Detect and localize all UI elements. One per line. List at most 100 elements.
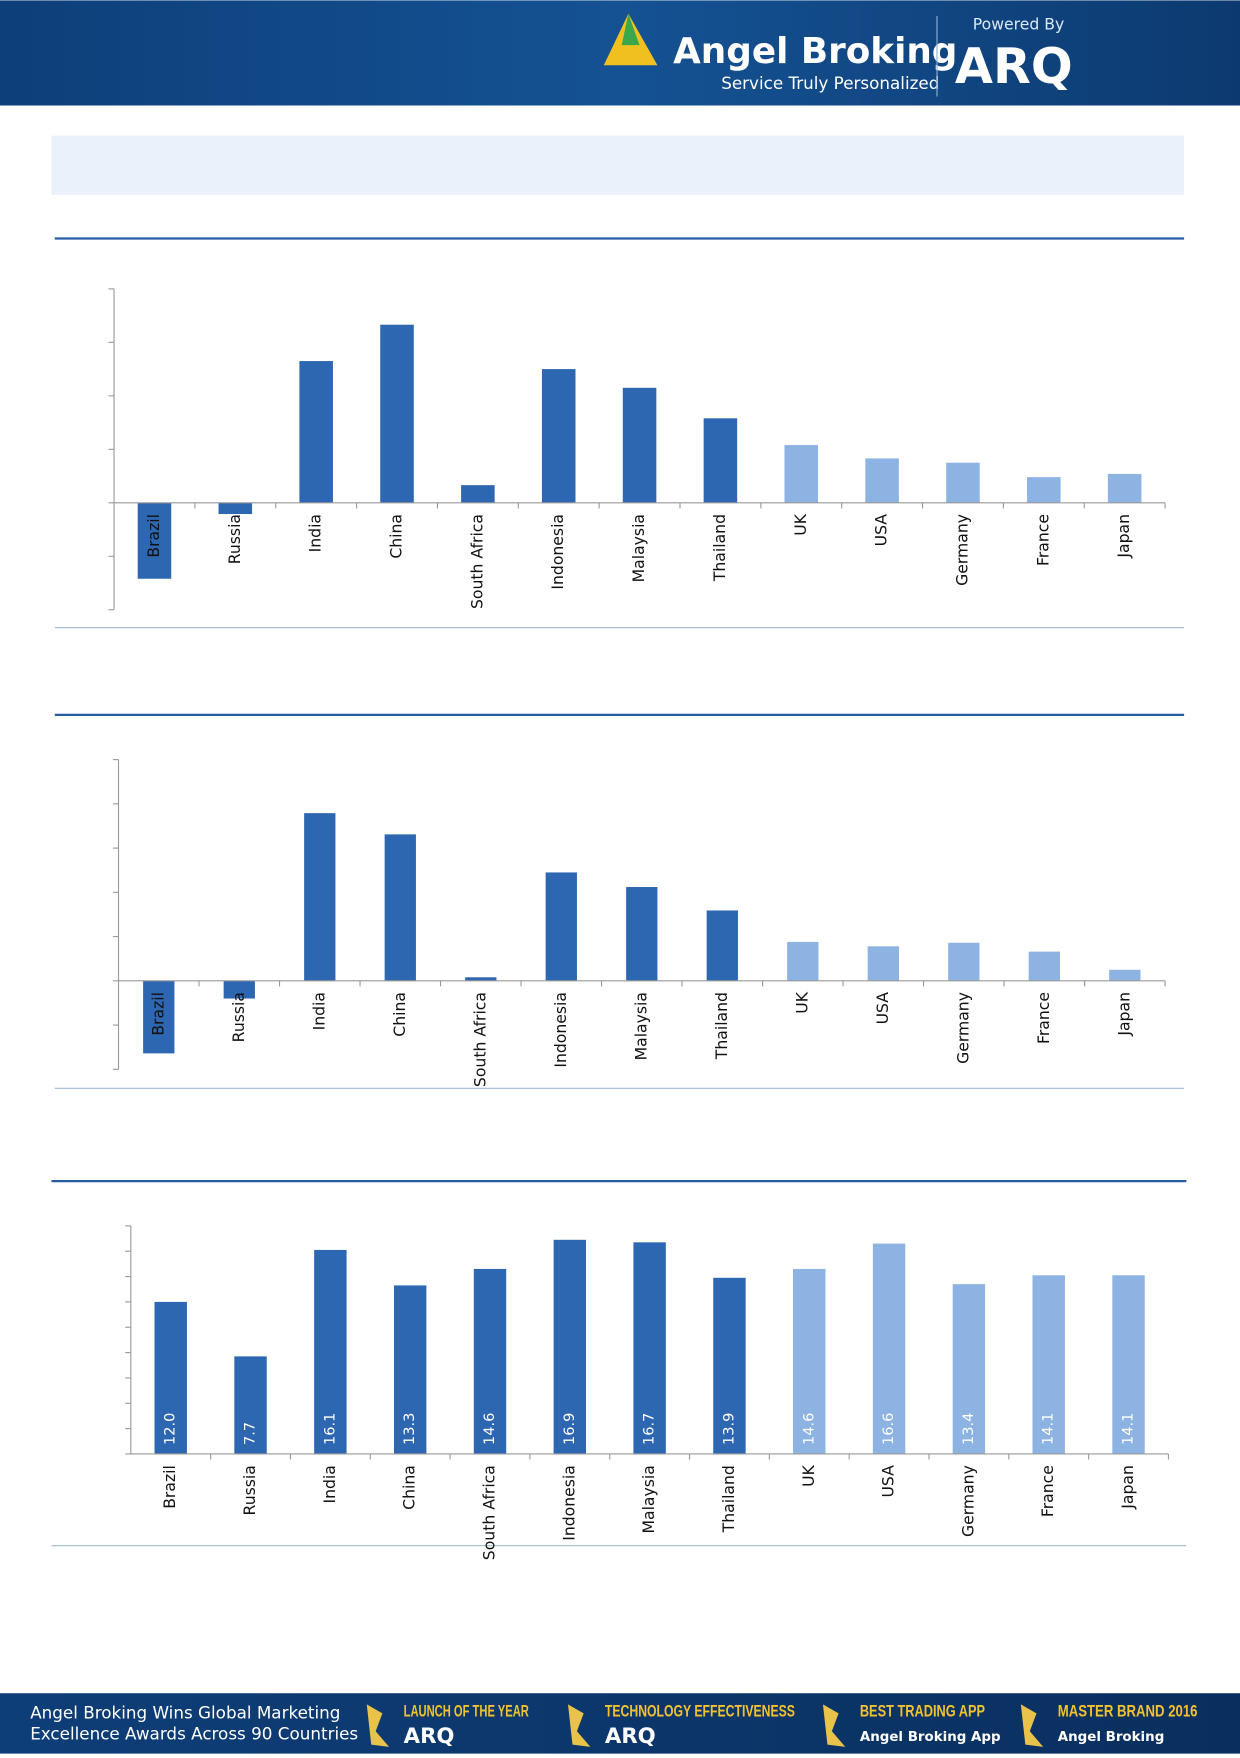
- award-brand: ARQ: [404, 1724, 455, 1749]
- bar: [706, 910, 738, 981]
- bar: [633, 1242, 666, 1454]
- x-tick-label: Malaysia: [639, 1465, 658, 1533]
- award-brand: Angel Broking: [1058, 1730, 1165, 1745]
- bar: [713, 1277, 746, 1454]
- bar: [299, 361, 333, 503]
- award-star: [568, 1704, 591, 1747]
- bar: [622, 387, 657, 503]
- x-tick-label: USA: [873, 992, 892, 1025]
- x-tick-label: China: [387, 514, 406, 559]
- x-tick-label: Japan: [1114, 514, 1133, 559]
- bar: [304, 813, 336, 981]
- bar: [948, 942, 980, 981]
- award-brand: ARQ: [605, 1724, 656, 1749]
- bar: [1112, 1275, 1145, 1454]
- bar: [461, 485, 495, 503]
- brand-name: Angel Broking: [673, 31, 957, 72]
- x-tick-label: USA: [879, 1465, 898, 1498]
- bar: [1028, 951, 1060, 981]
- bar: [787, 941, 819, 981]
- x-tick-label: France: [1033, 514, 1052, 566]
- x-tick-label: Japan: [1118, 1465, 1137, 1510]
- bar: [314, 1249, 347, 1454]
- x-tick-label: China: [390, 992, 409, 1037]
- award-star: [1020, 1704, 1044, 1747]
- value-label: 16.1: [322, 1413, 338, 1445]
- x-tick-label: Russia: [229, 992, 248, 1042]
- x-tick-label: Japan: [1114, 992, 1133, 1037]
- brand-tagline: Service Truly Personalized: [721, 73, 939, 93]
- x-tick-label: South Africa: [467, 514, 486, 609]
- x-tick-label: Russia: [240, 1465, 259, 1515]
- bar: [393, 1285, 427, 1454]
- bar: [865, 458, 899, 503]
- bar: [946, 462, 980, 503]
- award-title: MASTER BRAND 2016: [1058, 1702, 1198, 1721]
- x-tick-label: South Africa: [479, 1465, 498, 1560]
- x-tick-label: UK: [791, 513, 810, 535]
- x-tick-label: China: [400, 1465, 419, 1510]
- bar: [545, 872, 577, 981]
- bar: [541, 369, 576, 503]
- bar: [553, 1239, 587, 1454]
- bar: [872, 1243, 906, 1454]
- x-tick-label: Indonesia: [548, 514, 567, 590]
- value-label: 12.0: [163, 1413, 179, 1445]
- award-brand: Angel Broking App: [860, 1730, 1001, 1745]
- bar: [703, 418, 738, 503]
- x-tick-label: Indonesia: [559, 1465, 578, 1541]
- bar: [1032, 1275, 1065, 1454]
- x-tick-label: Malaysia: [629, 514, 648, 582]
- bar: [218, 502, 253, 515]
- bar: [473, 1268, 507, 1454]
- bar: [1107, 473, 1142, 503]
- value-label: 16.9: [562, 1413, 578, 1445]
- x-tick-label: India: [320, 1465, 339, 1503]
- x-tick-label: India: [306, 514, 325, 552]
- award-star: [366, 1704, 390, 1747]
- x-tick-label: Thailand: [712, 992, 731, 1060]
- award-title: BEST TRADING APP: [860, 1702, 985, 1721]
- bar: [784, 445, 819, 503]
- x-tick-label: Germany: [953, 992, 972, 1064]
- bar: [1109, 969, 1141, 981]
- bar: [143, 980, 175, 1054]
- x-tick-label: Thailand: [719, 1465, 738, 1533]
- bar: [234, 1356, 267, 1454]
- value-label: 14.1: [1041, 1413, 1057, 1445]
- x-tick-label: Indonesia: [551, 992, 570, 1068]
- value-label: 13.9: [721, 1413, 737, 1445]
- bar: [380, 324, 414, 503]
- summary-box: [51, 135, 1185, 195]
- award-title: LAUNCH OF THE YEAR: [404, 1702, 529, 1721]
- value-label: 14.1: [1121, 1413, 1137, 1445]
- x-tick-label: UK: [799, 1464, 818, 1486]
- value-label: 16.6: [881, 1413, 897, 1445]
- bar: [154, 1301, 187, 1454]
- award-star: [822, 1704, 846, 1747]
- x-tick-label: Germany: [958, 1465, 977, 1537]
- partner-logo: ARQ: [955, 37, 1073, 95]
- bar: [952, 1284, 986, 1454]
- x-tick-label: Thailand: [710, 514, 729, 582]
- logo-icon: [621, 13, 640, 46]
- x-tick-label: India: [309, 992, 328, 1030]
- bar: [384, 834, 416, 981]
- footer-headline: Angel Broking Wins Global Marketing: [30, 1702, 340, 1722]
- x-tick-label: Germany: [952, 514, 971, 586]
- value-label: 14.6: [801, 1413, 817, 1445]
- x-tick-label: France: [1038, 1465, 1057, 1517]
- bar: [793, 1268, 826, 1454]
- bar: [626, 887, 658, 981]
- value-label: 13.4: [961, 1413, 977, 1445]
- award-title: TECHNOLOGY EFFECTIVENESS: [605, 1702, 795, 1721]
- value-label: 16.7: [642, 1413, 658, 1445]
- bar: [137, 502, 172, 579]
- value-label: 13.3: [402, 1413, 418, 1445]
- footer-headline: Excellence Awards Across 90 Countries: [30, 1724, 358, 1744]
- x-tick-label: Malaysia: [631, 992, 650, 1060]
- x-tick-label: USA: [872, 514, 891, 547]
- bar: [1027, 477, 1061, 503]
- x-tick-label: France: [1034, 992, 1053, 1044]
- bar: [223, 980, 255, 999]
